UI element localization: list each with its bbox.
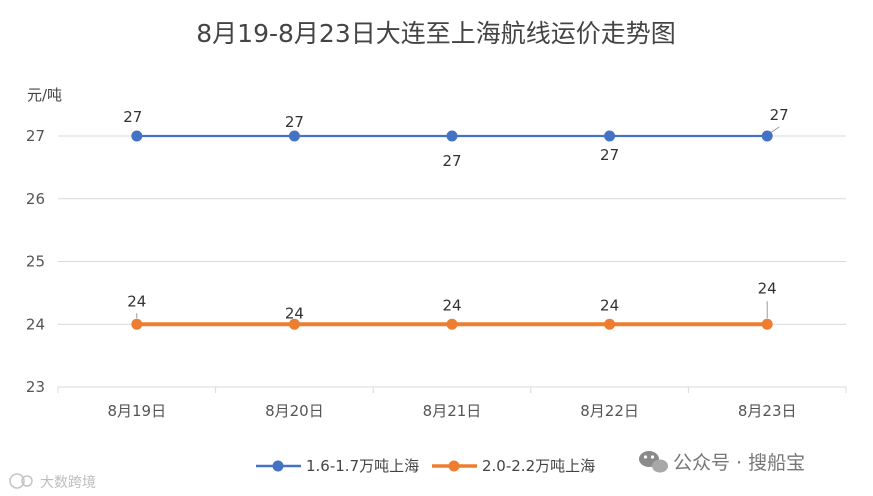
- legend: 1.6-1.7万吨上海 2.0-2.2万吨上海: [256, 457, 595, 475]
- legend-marker: [272, 460, 284, 472]
- y-tick-label: 24: [26, 315, 45, 333]
- data-label: 27: [442, 152, 461, 170]
- series-1: 27 27 27 27 27: [123, 106, 788, 170]
- y-tick-label: 26: [26, 190, 45, 208]
- data-label: 27: [285, 113, 304, 131]
- wechat-icon: [639, 451, 668, 473]
- y-tick-label: 23: [26, 378, 45, 396]
- data-label: 24: [758, 279, 777, 297]
- y-axis-label: 元/吨: [27, 86, 62, 104]
- y-tick-labels: 23 24 25 26 27: [26, 127, 45, 396]
- brand-logo-icon: [9, 473, 33, 489]
- x-tick-label: 8月20日: [265, 402, 324, 420]
- legend-marker: [448, 460, 460, 472]
- data-label: 27: [600, 146, 619, 164]
- x-tick-label: 8月19日: [107, 402, 166, 420]
- data-point: [288, 318, 300, 330]
- data-point: [604, 318, 616, 330]
- watermark-brand: 大数跨境: [40, 475, 96, 491]
- watermark-text: 公众号 · 搜船宝: [673, 452, 805, 474]
- data-point: [288, 130, 300, 142]
- label-leader-line: [769, 126, 780, 134]
- data-point: [761, 318, 773, 330]
- data-point: [604, 130, 616, 142]
- watermark-right: 公众号 · 搜船宝: [639, 451, 805, 474]
- data-label: 24: [127, 292, 146, 310]
- chart-title: 8月19-8月23日大连至上海航线运价走势图: [196, 19, 675, 48]
- x-tick-label: 8月23日: [738, 402, 797, 420]
- series-2: 24 24 24 24 24: [127, 279, 777, 330]
- x-tick-label: 8月21日: [423, 402, 482, 420]
- gridlines: [58, 135, 846, 388]
- data-point: [446, 130, 458, 142]
- data-point: [446, 318, 458, 330]
- data-point: [761, 130, 773, 142]
- data-label: 24: [285, 304, 304, 322]
- data-label: 24: [442, 296, 461, 314]
- legend-label: 1.6-1.7万吨上海: [306, 457, 419, 475]
- data-label: 27: [123, 108, 142, 126]
- legend-label: 2.0-2.2万吨上海: [482, 457, 595, 475]
- x-tick-label: 8月22日: [580, 402, 639, 420]
- data-point: [131, 130, 143, 142]
- data-label: 27: [770, 106, 789, 124]
- x-axis: 8月19日 8月20日 8月21日 8月22日 8月23日: [57, 387, 847, 420]
- data-point: [131, 318, 143, 330]
- series-layer: 27 27 27 27 27 24 24 24 24 24: [123, 106, 789, 330]
- y-tick-label: 25: [26, 253, 45, 271]
- y-tick-label: 27: [26, 127, 45, 145]
- data-label: 24: [600, 296, 619, 314]
- watermark-left: 大数跨境: [9, 473, 96, 491]
